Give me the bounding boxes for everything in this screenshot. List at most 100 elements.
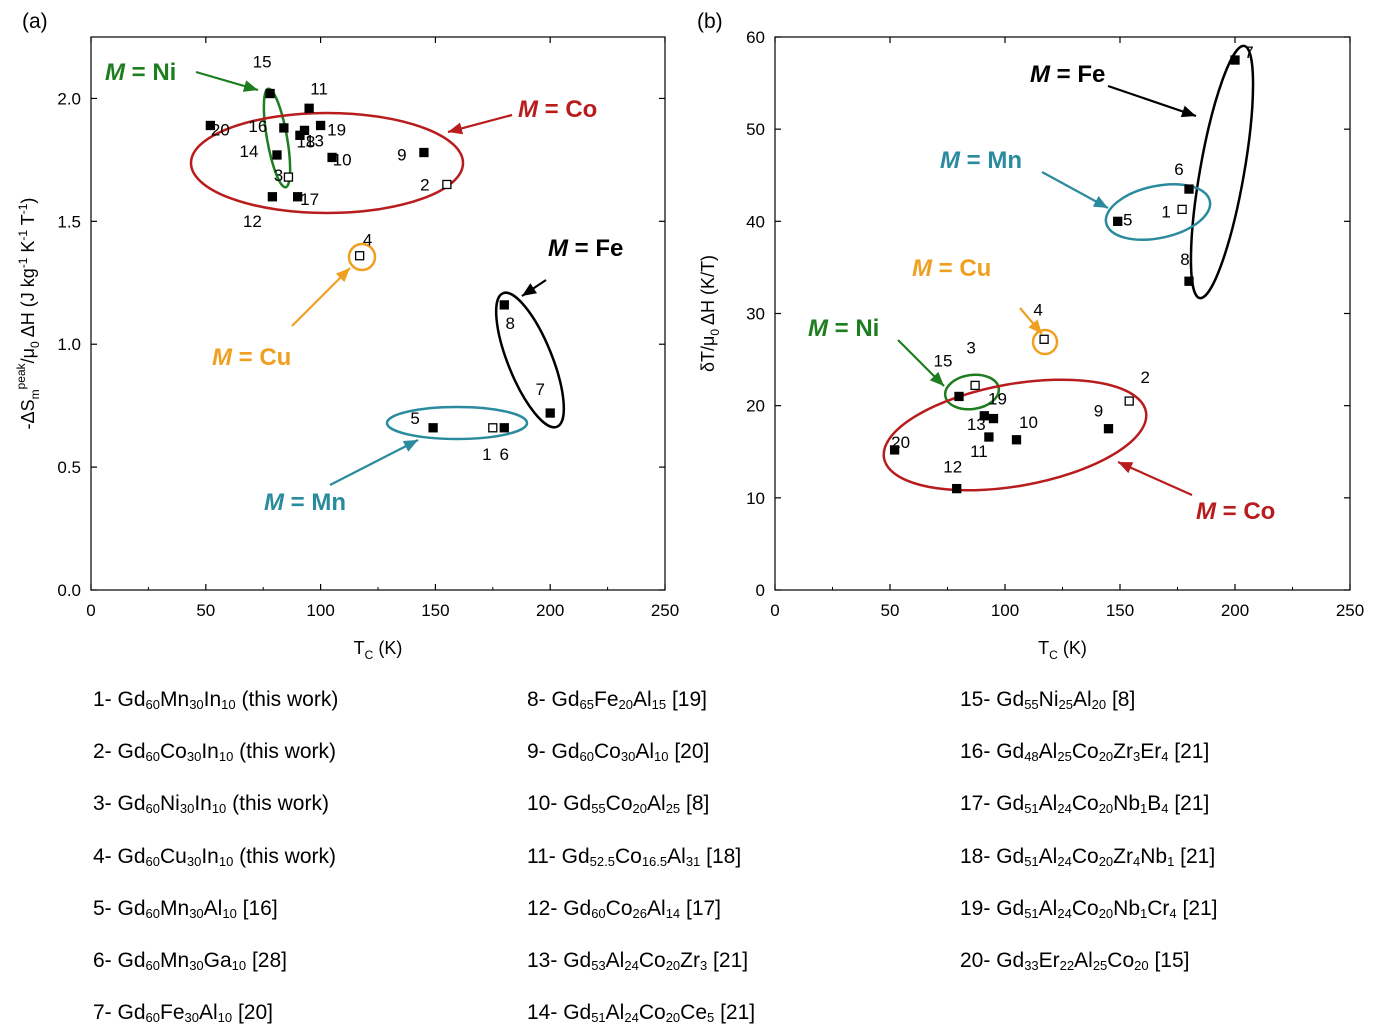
group-label: M = Mn bbox=[940, 147, 1022, 174]
legend-subscript: 10 bbox=[654, 749, 669, 764]
legend-subscript: 20 bbox=[665, 1010, 681, 1025]
y-tick-label: 40 bbox=[746, 212, 765, 231]
group-label: M = Ni bbox=[808, 315, 879, 342]
legend-subscript: 51 bbox=[591, 1010, 606, 1025]
group-arrowhead bbox=[1180, 105, 1196, 118]
point-label-15: 15 bbox=[253, 53, 272, 72]
legend-text: [21] bbox=[707, 949, 749, 972]
y-tick-label: 0.0 bbox=[57, 581, 81, 600]
group-arrow bbox=[329, 439, 419, 486]
legend-text: Mn bbox=[160, 688, 190, 711]
point-label-20: 20 bbox=[211, 120, 230, 139]
data-point-2 bbox=[442, 179, 452, 190]
legend-item: 11- Gd52.5Co16.5Al31 [18] bbox=[527, 845, 741, 869]
group-label: M = Fe bbox=[1030, 61, 1105, 88]
legend-subscript: 60 bbox=[145, 697, 160, 712]
legend-text: Al bbox=[203, 897, 223, 920]
legend-subscript: 60 bbox=[145, 854, 160, 869]
legend-number: 13- bbox=[527, 949, 564, 972]
x-tick-label: 100 bbox=[306, 601, 334, 620]
data-point-9 bbox=[419, 147, 429, 158]
legend-subscript: 20 bbox=[1098, 801, 1114, 816]
data-point-12 bbox=[952, 483, 962, 494]
legend-text: Al bbox=[1074, 949, 1093, 972]
legend-subscript: 10 bbox=[218, 749, 234, 764]
legend-text: Co bbox=[594, 740, 621, 763]
legend-text: [18] bbox=[700, 845, 742, 868]
legend-item: 13- Gd53Al24Co20Zr3 [21] bbox=[527, 949, 748, 973]
x-tick-label: 150 bbox=[1106, 601, 1134, 620]
legend-text: Gd bbox=[117, 1001, 146, 1024]
data-point-14 bbox=[272, 150, 282, 160]
panel-label: (a) bbox=[22, 10, 48, 33]
y-tick-label: 0 bbox=[756, 581, 765, 600]
legend-text: (this work) bbox=[233, 740, 336, 763]
legend-subscript: 24 bbox=[1057, 854, 1072, 869]
legend-text: Mn bbox=[160, 949, 190, 972]
legend-subscript: 20 bbox=[1098, 749, 1114, 764]
legend-number: 12- bbox=[527, 897, 564, 920]
legend-text: In bbox=[203, 688, 222, 711]
group-label: M = Co bbox=[518, 96, 597, 123]
point-label-16: 16 bbox=[248, 117, 267, 136]
point-label-3: 3 bbox=[966, 338, 975, 357]
legend-text: Co bbox=[160, 740, 187, 763]
y-tick-label: 30 bbox=[746, 305, 765, 324]
legend-subscript: 53 bbox=[591, 958, 606, 973]
legend-text: Al bbox=[1038, 897, 1058, 920]
legend-text: (this work) bbox=[235, 688, 339, 711]
legend-subscript: 51 bbox=[1024, 854, 1039, 869]
legend-number: 15- bbox=[960, 688, 997, 711]
point-label-7: 7 bbox=[1244, 43, 1253, 62]
data-point-11 bbox=[984, 432, 994, 442]
legend-subscript: 1 bbox=[1140, 906, 1148, 921]
legend-text: Co bbox=[1071, 792, 1099, 815]
y-tick-label: 1.5 bbox=[57, 212, 81, 231]
legend-text: In bbox=[201, 845, 219, 868]
legend-subscript: 1 bbox=[1167, 854, 1175, 869]
legend-item: 7- Gd60Fe30Al10 [20] bbox=[93, 1001, 273, 1025]
legend-text: [20] bbox=[668, 740, 710, 763]
point-label-8: 8 bbox=[1180, 250, 1189, 269]
legend-text: [21] bbox=[1168, 792, 1210, 815]
legend-subscript: 22 bbox=[1059, 958, 1075, 973]
legend-subscript: 3 bbox=[699, 958, 708, 973]
legend-text: Fe bbox=[160, 1001, 185, 1024]
legend-subscript: 24 bbox=[624, 958, 639, 973]
legend-item: 6- Gd60Mn30Ga10 [28] bbox=[93, 949, 287, 973]
point-label-5: 5 bbox=[410, 409, 419, 428]
group-arrowhead bbox=[1118, 462, 1134, 474]
y-tick-label: 1.0 bbox=[57, 335, 81, 354]
data-point-18 bbox=[295, 130, 305, 140]
legend-number: 20- bbox=[960, 949, 997, 972]
legend-number: 16- bbox=[960, 740, 997, 763]
y-tick-label: 50 bbox=[746, 120, 765, 139]
legend-text: Gd bbox=[996, 949, 1025, 972]
legend-item: 16- Gd48Al25Co20Zr3Er4 [21] bbox=[960, 740, 1209, 764]
legend-subscript: 24 bbox=[1057, 801, 1072, 816]
legend-text: Gd bbox=[551, 740, 580, 763]
legend-subscript: 20 bbox=[1091, 697, 1107, 712]
legend-item: 19- Gd51Al24Co20Nb1Cr4 [21] bbox=[960, 897, 1218, 921]
group-arrowhead bbox=[402, 440, 418, 452]
y-tick-label: 2.0 bbox=[57, 89, 81, 108]
data-point-12 bbox=[267, 192, 278, 202]
legend-number: 19- bbox=[960, 897, 997, 920]
data-point-9 bbox=[1103, 424, 1114, 434]
legend-text: Al bbox=[667, 845, 686, 868]
legend-number: 6- bbox=[93, 949, 118, 972]
x-tick-label: 150 bbox=[421, 601, 449, 620]
point-label-6: 6 bbox=[500, 445, 509, 464]
legend-subscript: 55 bbox=[1024, 697, 1039, 712]
legend-item: 2- Gd60Co30In10 (this work) bbox=[93, 740, 336, 764]
legend-text: [21] bbox=[1168, 740, 1210, 763]
legend-text: [21] bbox=[1176, 897, 1218, 920]
legend-text: Gd bbox=[117, 792, 146, 815]
group-ellipse bbox=[262, 87, 292, 189]
panel-label: (b) bbox=[697, 10, 723, 33]
point-label-1: 1 bbox=[1161, 202, 1170, 221]
point-label-19: 19 bbox=[327, 120, 346, 139]
y-tick-label: 0.5 bbox=[57, 458, 81, 477]
legend-text: Al bbox=[198, 1001, 218, 1024]
legend-subscript: 33 bbox=[1024, 958, 1039, 973]
